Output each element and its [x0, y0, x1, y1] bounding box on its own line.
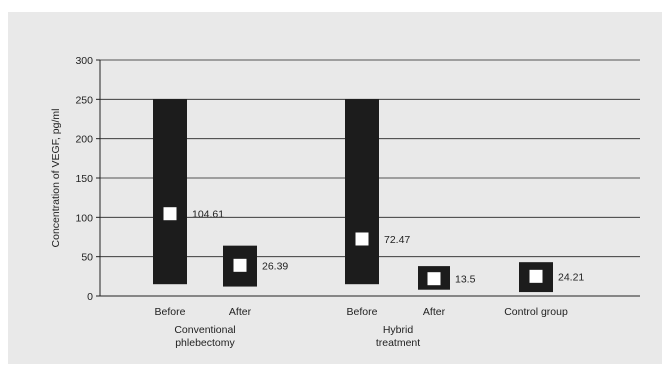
median-marker	[163, 207, 177, 221]
range-bar	[153, 99, 187, 285]
median-value-label: 24.21	[558, 271, 584, 283]
chart-panel: 104.61 26.39 72.47 13.5 24.21 0 50 100 150 200 25…	[8, 12, 662, 364]
category-label: Control group	[504, 306, 568, 318]
y-tick-label: 0	[87, 291, 93, 303]
category-label: Before	[155, 306, 186, 318]
median-value-label: 104.61	[192, 209, 224, 221]
category-label: After	[423, 306, 446, 318]
range-bars: 104.61 26.39 72.47 13.5 24.21	[153, 99, 584, 293]
group-label: Conventional	[174, 324, 235, 336]
y-tick-label: 150	[75, 173, 93, 185]
range-bar	[345, 99, 379, 285]
y-tick-label: 50	[81, 252, 93, 264]
y-axis-label: Concentration of VEGF, pg/ml	[50, 109, 62, 248]
median-marker	[233, 258, 247, 272]
median-marker	[355, 232, 369, 246]
median-marker	[427, 272, 441, 286]
median-marker	[529, 269, 543, 283]
category-label: After	[229, 306, 252, 318]
median-value-label: 13.5	[455, 274, 476, 286]
group-label: phlebectomy	[175, 337, 235, 349]
y-tick-label: 250	[75, 94, 93, 106]
median-value-label: 72.47	[384, 234, 410, 246]
category-label: Before	[347, 306, 378, 318]
group-label: treatment	[376, 337, 420, 349]
y-tick-labels: 0 50 100 150 200 250 300	[75, 55, 93, 303]
group-label: Hybrid	[383, 324, 414, 336]
y-tick-label: 300	[75, 55, 93, 67]
median-value-label: 26.39	[262, 260, 288, 272]
y-tick-label: 100	[75, 212, 93, 224]
category-labels: Before After Before After Control group	[155, 306, 568, 318]
y-tick-label: 200	[75, 134, 93, 146]
vegf-range-chart: 104.61 26.39 72.47 13.5 24.21 0 50 100 150 200 25…	[50, 55, 640, 349]
